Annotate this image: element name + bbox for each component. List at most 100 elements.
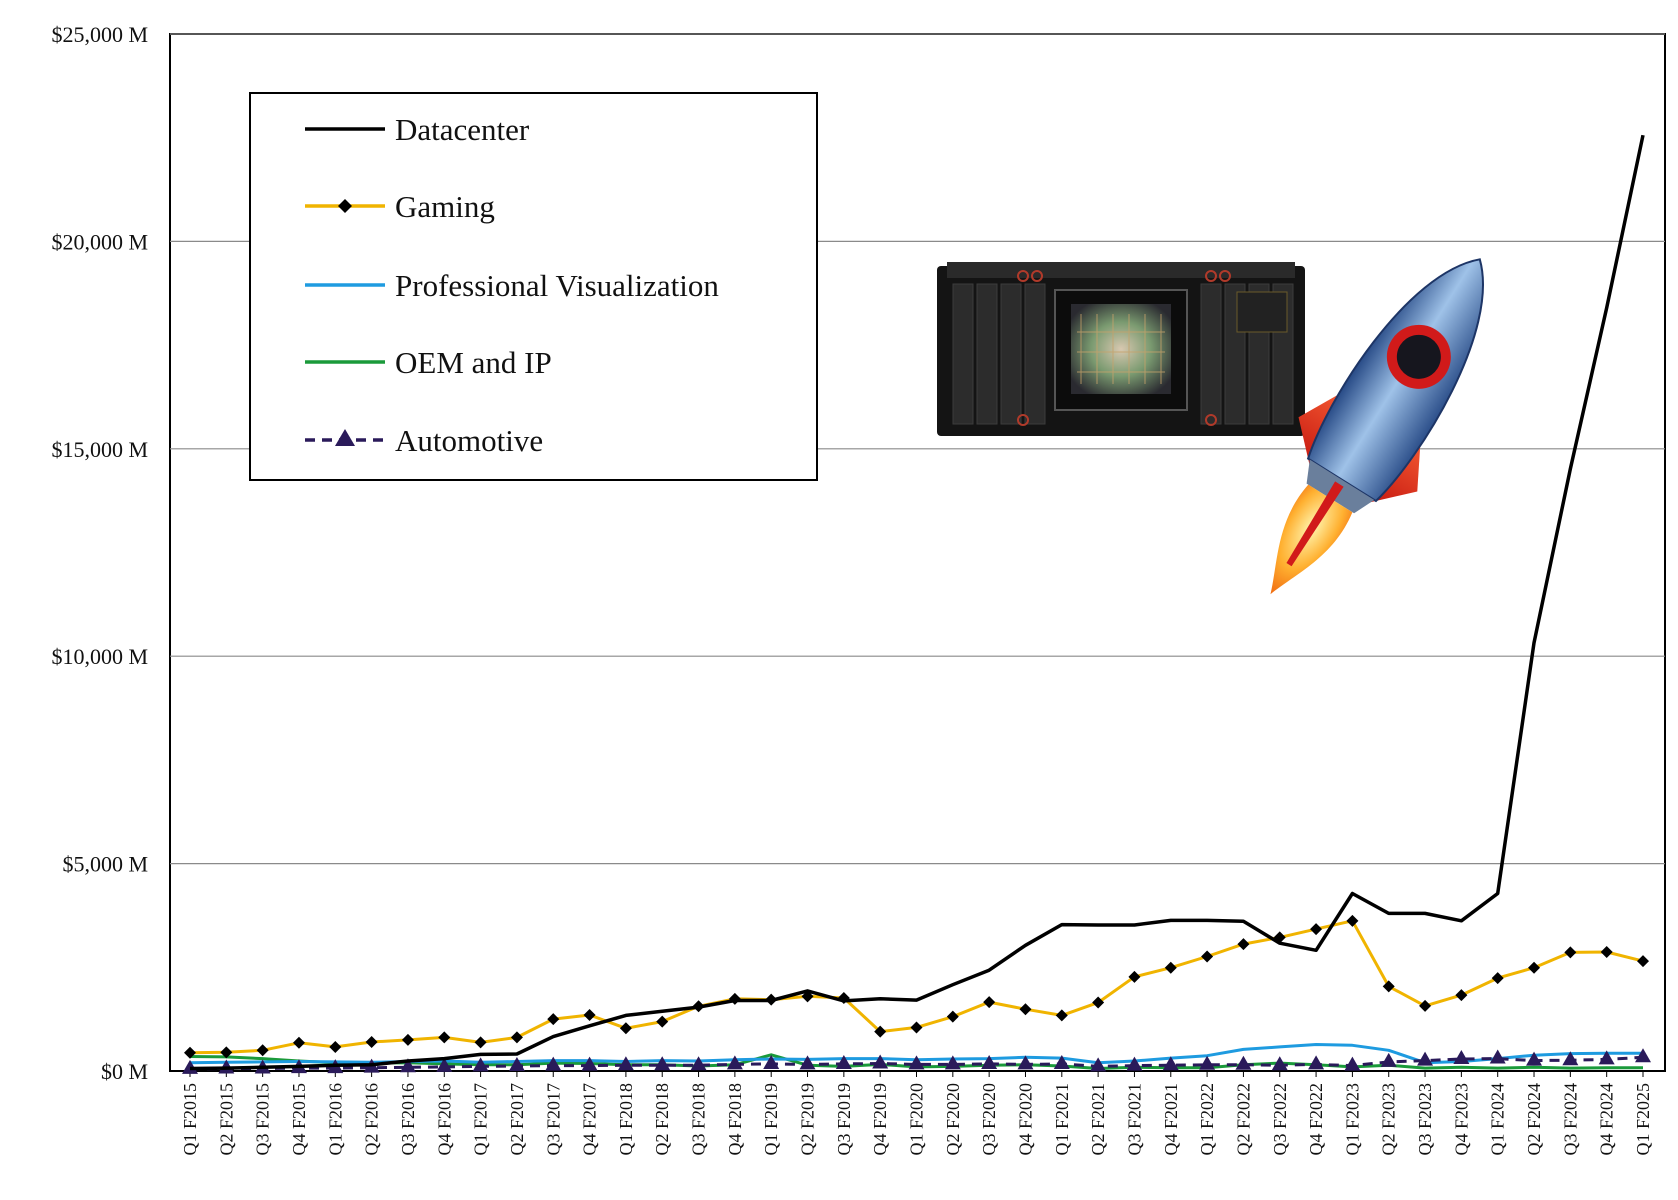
data-point [1419,999,1432,1012]
data-point [1199,1055,1216,1070]
x-tick-label: Q1 F2020 [907,1083,927,1156]
data-point [1053,1054,1070,1069]
data-point [1600,945,1613,958]
data-point [654,1056,671,1071]
data-point [1491,972,1504,985]
x-tick-label: Q1 F2018 [616,1083,636,1156]
x-tick-label: Q2 F2019 [798,1083,818,1156]
data-point [1055,1009,1068,1022]
x-tick-label: Q3 F2016 [398,1083,418,1156]
legend-marker [338,199,352,213]
y-tick-label: $15,000 M [51,437,148,462]
data-point [508,1057,525,1072]
x-tick-label: Q2 F2020 [943,1083,963,1156]
x-tick-label: Q4 F2021 [1161,1083,1181,1156]
series-gaming [184,914,1649,1059]
data-point [944,1055,961,1070]
data-point [1346,914,1359,927]
data-point [438,1031,451,1044]
series-datacenter [189,134,1645,1071]
data-point [1564,946,1577,959]
legend: Datacenter Gaming Professional Visualizati… [249,92,818,481]
legend-label: Gaming [395,189,495,224]
data-point [874,1025,887,1038]
x-tick-label: Q2 F2017 [507,1083,527,1156]
data-point [1128,970,1141,983]
y-tick-label: $0 M [101,1059,148,1084]
x-tick-label: Q4 F2020 [1015,1083,1035,1156]
x-tick-label: Q1 F2022 [1197,1083,1217,1156]
data-point [1201,950,1214,963]
data-point [1637,955,1649,968]
data-point [401,1033,414,1046]
data-point [1271,1056,1288,1071]
data-point [726,1055,743,1070]
data-point [835,1054,852,1069]
gpu-board-image [937,262,1305,436]
rocket-icon [1270,258,1484,595]
data-point [690,1056,707,1071]
x-tick-label: Q3 F2022 [1270,1083,1290,1156]
series-automotive [182,1048,1651,1074]
data-point [1598,1050,1615,1065]
x-tick-label: Q4 F2015 [289,1083,309,1156]
data-point [1453,1049,1470,1064]
data-point [981,1054,998,1069]
data-point [474,1036,487,1049]
data-point [1017,1055,1034,1070]
data-point [256,1044,269,1057]
legend-item: Professional Visualization [305,268,719,303]
y-tick-label: $5,000 M [62,852,148,877]
x-tick-label: Q2 F2024 [1524,1083,1544,1156]
x-tick-label: Q2 F2016 [362,1083,382,1156]
data-point [799,1055,816,1070]
data-point [547,1013,560,1026]
x-tick-label: Q4 F2018 [725,1083,745,1156]
legend-item: Gaming [305,189,495,224]
data-point [436,1057,453,1072]
data-point [583,1009,596,1022]
x-tick-label: Q1 F2021 [1052,1083,1072,1156]
x-tick-label: Q3 F2018 [689,1083,709,1156]
data-point [399,1058,416,1073]
x-tick-label: Q4 F2016 [434,1083,454,1156]
data-point [1019,1003,1032,1016]
x-tick-label: Q4 F2023 [1451,1083,1471,1156]
legend-label: Datacenter [395,112,530,147]
y-axis-ticks: $0 M $5,000 M $10,000 M $15,000 M $20,000 M $… [51,22,148,1084]
data-point [983,996,996,1009]
data-point [365,1035,378,1048]
x-tick-label: Q4 F2024 [1597,1083,1617,1156]
x-tick-label: Q4 F2022 [1306,1083,1326,1156]
data-point [1237,938,1250,951]
legend-label: Professional Visualization [395,268,719,303]
data-point [763,1054,780,1069]
data-point [545,1056,562,1071]
data-point [656,1015,669,1028]
legend-label: Automotive [395,423,543,458]
x-tick-label: Q1 F2025 [1633,1083,1653,1156]
series-line [189,134,1645,1071]
data-point [1164,961,1177,974]
data-point [1417,1051,1434,1066]
data-point [292,1036,305,1049]
data-point [1090,1057,1107,1072]
x-tick-label: Q2 F2018 [652,1083,672,1156]
legend-marker [335,429,355,446]
x-tick-label: Q3 F2024 [1560,1083,1580,1156]
data-point [1310,923,1323,936]
y-tick-label: $20,000 M [51,229,148,254]
data-point [1635,1048,1651,1063]
data-point [581,1056,598,1071]
x-tick-label: Q1 F2015 [180,1083,200,1156]
legend-label: OEM and IP [395,345,552,380]
data-point [184,1046,196,1059]
data-point [329,1040,342,1053]
data-point [1382,980,1395,993]
data-point [1528,961,1541,974]
x-axis-ticks: Q1 F2015 Q2 F2015 Q3 F2015 Q4 F2015 Q1 F2016… [180,1071,1653,1156]
x-tick-label: Q2 F2015 [216,1083,236,1156]
data-point [1455,989,1468,1002]
data-point [220,1046,233,1059]
